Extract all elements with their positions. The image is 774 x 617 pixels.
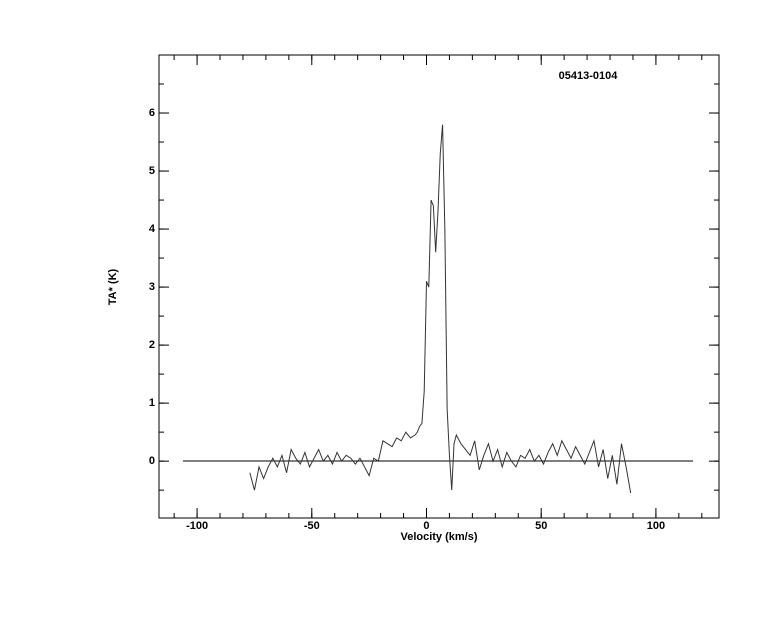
y-tick-label: 6 [149,107,155,119]
y-tick-label: 5 [149,165,155,177]
plot-frame [158,54,720,519]
x-axis-label: Velocity (km/s) [400,531,477,543]
y-tick-label: 1 [149,397,155,409]
y-tick-label: 3 [149,281,155,293]
y-tick-label: 4 [149,223,156,235]
x-tick-label: 0 [423,520,429,532]
y-tick-label: 0 [149,455,155,467]
y-axis-label: TA* (K) [107,268,119,305]
x-tick-label: 100 [647,520,665,532]
chart-title: 05413-0104 [559,70,619,82]
x-tick-label: -100 [186,520,208,532]
y-tick-label: 2 [149,339,155,351]
x-tick-label: 50 [535,520,547,532]
x-tick-label: -50 [304,520,320,532]
spectrum-line [249,124,632,494]
